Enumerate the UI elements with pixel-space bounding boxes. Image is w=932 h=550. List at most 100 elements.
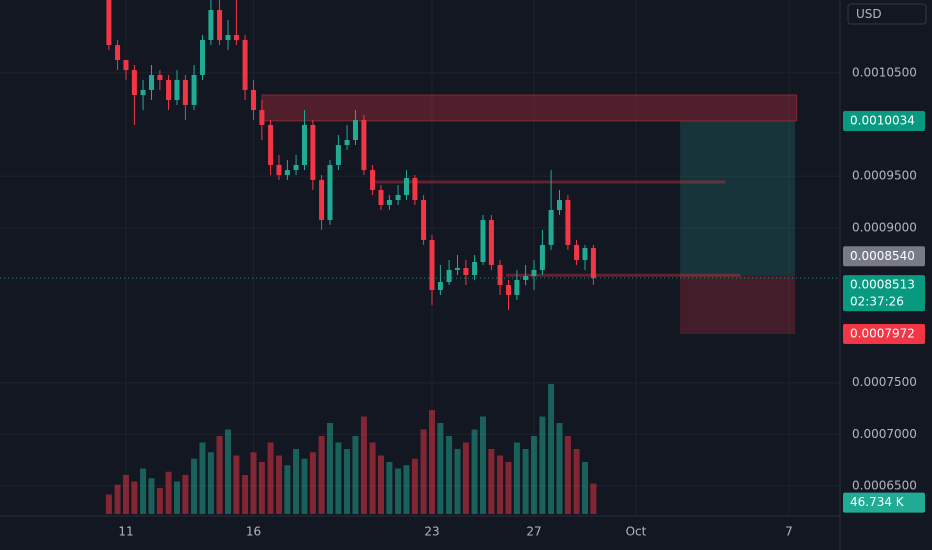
volume-bar xyxy=(369,442,376,514)
volume-bar xyxy=(556,423,563,514)
x-tick-label: 23 xyxy=(424,525,439,539)
resistance-zone xyxy=(261,94,798,122)
volume-bar xyxy=(411,458,418,514)
candle-body xyxy=(361,120,367,171)
candle-body xyxy=(174,79,180,100)
candle-body xyxy=(412,177,418,200)
volume-bar xyxy=(301,458,308,514)
volume-bar xyxy=(513,442,520,514)
volume-bar xyxy=(539,416,546,514)
volume-bar xyxy=(564,436,571,514)
y-tick-label: 0.0007000 xyxy=(852,427,917,441)
volume-bar xyxy=(573,449,580,514)
volume-bar xyxy=(122,475,129,514)
y-tick-label: 0.0007500 xyxy=(852,375,917,389)
candle-body xyxy=(378,189,384,205)
x-tick-label: Oct xyxy=(626,525,647,539)
candle-body xyxy=(148,74,154,90)
candle-body xyxy=(123,60,129,71)
volume-bar xyxy=(131,481,138,514)
candle-body xyxy=(250,89,256,111)
candle-body xyxy=(480,219,486,262)
volume-bar xyxy=(293,449,300,514)
candle-body xyxy=(514,279,520,296)
volume-bar xyxy=(446,436,453,514)
volume-bar xyxy=(344,449,351,514)
volume-bar xyxy=(377,455,384,514)
volume-bar xyxy=(242,475,249,514)
x-tick-label: 7 xyxy=(785,525,793,539)
candle-body xyxy=(166,79,172,100)
candle-body xyxy=(106,0,112,46)
x-tick-label: 11 xyxy=(118,525,133,539)
volume-badge: 46.734 K xyxy=(850,495,905,509)
candle-body xyxy=(548,210,554,245)
volume-bar xyxy=(326,423,333,514)
candle-body xyxy=(531,269,537,277)
volume-bar xyxy=(258,462,265,514)
volume-bar xyxy=(505,462,512,514)
plot xyxy=(0,0,840,514)
volume-bar xyxy=(216,436,223,514)
volume-bar xyxy=(530,436,537,514)
candle-body xyxy=(319,179,325,220)
volume-bar xyxy=(360,416,367,514)
candle-body xyxy=(131,70,137,96)
candle-body xyxy=(199,39,205,75)
candle-body xyxy=(242,39,248,90)
candle-body xyxy=(395,195,401,200)
candle-body xyxy=(208,10,214,40)
countdown: 02:37:26 xyxy=(850,295,904,309)
stop-badge-bg xyxy=(843,323,925,344)
volume-bar xyxy=(105,494,112,514)
candle-body xyxy=(590,248,596,279)
volume-bar xyxy=(437,423,444,514)
volume-bar xyxy=(309,452,316,514)
volume-bar xyxy=(522,449,529,514)
candle-body xyxy=(429,239,435,290)
candle-body xyxy=(301,124,307,165)
candle-body xyxy=(523,276,529,280)
candle-body xyxy=(574,244,580,261)
stop-badge: 0.0007972 xyxy=(850,326,915,340)
currency[interactable]: USD xyxy=(856,7,882,21)
candle-body xyxy=(421,199,427,240)
volume-bar xyxy=(233,455,240,514)
y-tick-label: 0.0009000 xyxy=(852,220,917,234)
volume-bar xyxy=(207,452,214,514)
volume-bar xyxy=(114,484,121,514)
candle-body xyxy=(225,35,231,40)
candle-body xyxy=(463,267,469,275)
candle-body xyxy=(403,177,409,196)
volume-bar xyxy=(335,442,342,514)
y-tick-label: 0.0006500 xyxy=(852,479,917,493)
volume-bar xyxy=(462,442,469,514)
volume-bar xyxy=(318,436,325,514)
candle-body xyxy=(276,164,282,175)
volume-bar xyxy=(352,436,359,514)
candle-body xyxy=(370,170,376,190)
candle-body xyxy=(344,139,350,146)
volume-bar xyxy=(191,458,198,514)
candle-body xyxy=(556,199,562,211)
candle-body xyxy=(157,74,163,80)
volume-bar xyxy=(403,465,410,514)
profit-zone xyxy=(680,120,796,276)
axes: 0.0010500 0.0009500 0.0009000 0.0007500 0.00… xyxy=(118,65,925,539)
volume-bar xyxy=(148,478,155,514)
currency-box[interactable] xyxy=(847,3,927,25)
candle-body xyxy=(268,124,274,165)
candle-body xyxy=(259,110,265,125)
volume-bar xyxy=(173,481,180,514)
candle-body xyxy=(386,199,392,205)
volume-bar xyxy=(199,442,206,514)
x-tick-label: 16 xyxy=(246,525,261,539)
candle-body xyxy=(140,89,146,96)
candle-body xyxy=(582,248,588,261)
candle-body xyxy=(472,261,478,275)
volume-bar xyxy=(488,449,495,514)
volume-bar xyxy=(224,429,231,514)
candle-body xyxy=(565,199,571,245)
